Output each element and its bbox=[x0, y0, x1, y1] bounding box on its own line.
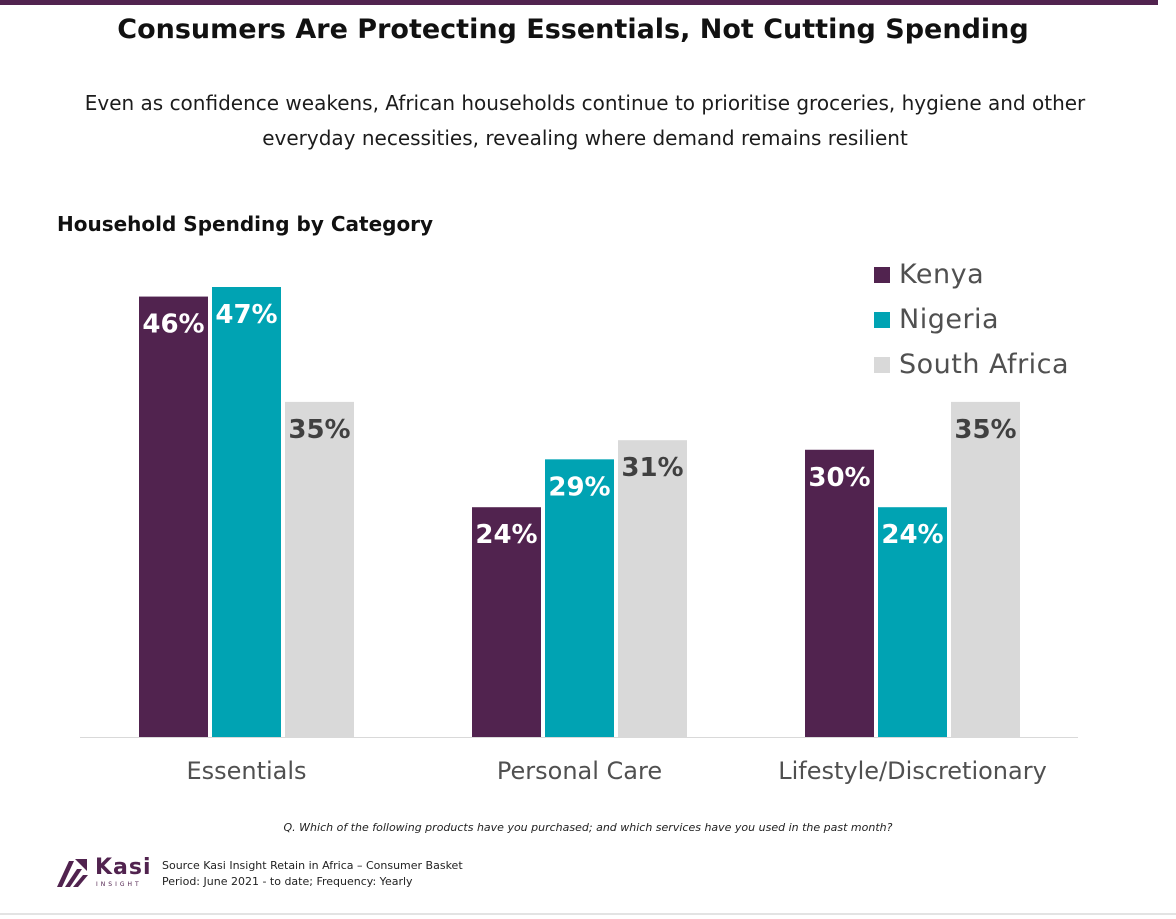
legend-item-kenya: Kenya bbox=[874, 252, 1069, 297]
data-label-kenya-personal-care: 24% bbox=[475, 520, 537, 550]
page-subtitle: Even as confidence weakens, African hous… bbox=[0, 86, 1170, 156]
bar-nigeria-personal-care bbox=[545, 459, 614, 737]
bar-nigeria-essentials bbox=[212, 287, 281, 737]
category-label-lifestyle-discretionary: Lifestyle/Discretionary bbox=[778, 757, 1047, 785]
survey-question: Q. Which of the following products have … bbox=[283, 821, 893, 834]
legend-label-south-africa: South Africa bbox=[899, 349, 1070, 380]
legend-label-kenya: Kenya bbox=[899, 259, 985, 290]
category-label-essentials: Essentials bbox=[186, 757, 306, 785]
page-title: Consumers Are Protecting Essentials, Not… bbox=[117, 14, 1029, 45]
logo-name: Kasi bbox=[95, 855, 152, 880]
bottom-rule bbox=[0, 913, 1176, 915]
bar-kenya-personal-care bbox=[472, 507, 541, 737]
bar-nigeria-lifestyle-discretionary bbox=[878, 507, 947, 737]
source-note: Source Kasi Insight Retain in Africa – C… bbox=[162, 858, 463, 890]
legend: Kenya Nigeria South Africa bbox=[874, 252, 1069, 387]
legend-label-nigeria: Nigeria bbox=[899, 304, 1000, 335]
legend-swatch-nigeria bbox=[874, 311, 890, 328]
legend-swatch-kenya bbox=[874, 266, 890, 283]
data-label-south-africa-personal-care: 31% bbox=[621, 453, 683, 483]
data-label-south-africa-lifestyle-discretionary: 35% bbox=[954, 415, 1016, 445]
data-label-kenya-lifestyle-discretionary: 30% bbox=[808, 463, 870, 493]
bar-kenya-lifestyle-discretionary bbox=[805, 449, 874, 737]
bar-south-africa-personal-care bbox=[618, 440, 687, 737]
data-label-south-africa-essentials: 35% bbox=[288, 415, 350, 445]
legend-item-nigeria: Nigeria bbox=[874, 297, 1069, 342]
source-line-2: Period: June 2021 - to date; Frequency: … bbox=[162, 875, 413, 888]
bar-south-africa-essentials bbox=[285, 401, 354, 737]
data-label-kenya-essentials: 46% bbox=[142, 310, 204, 340]
kasi-logo-mark-icon bbox=[57, 859, 88, 887]
source-line-1: Source Kasi Insight Retain in Africa – C… bbox=[162, 859, 463, 872]
bar-kenya-essentials bbox=[139, 296, 208, 737]
data-label-nigeria-essentials: 47% bbox=[215, 300, 277, 330]
chart-title: Household Spending by Category bbox=[57, 212, 434, 236]
data-label-nigeria-personal-care: 29% bbox=[548, 472, 610, 502]
data-label-nigeria-lifestyle-discretionary: 24% bbox=[881, 520, 943, 550]
category-label-personal-care: Personal Care bbox=[497, 757, 662, 785]
legend-item-south-africa: South Africa bbox=[874, 342, 1069, 387]
top-rule bbox=[0, 0, 1158, 5]
legend-swatch-south-africa bbox=[874, 356, 890, 373]
subtitle-line-1: Even as confidence weakens, African hous… bbox=[84, 91, 1086, 115]
kasi-logo: Kasi INSIGHT bbox=[55, 855, 152, 891]
logo-tagline: INSIGHT bbox=[96, 881, 142, 888]
subtitle-line-2: everyday necessities, revealing where de… bbox=[262, 126, 908, 150]
bar-south-africa-lifestyle-discretionary bbox=[951, 401, 1020, 737]
